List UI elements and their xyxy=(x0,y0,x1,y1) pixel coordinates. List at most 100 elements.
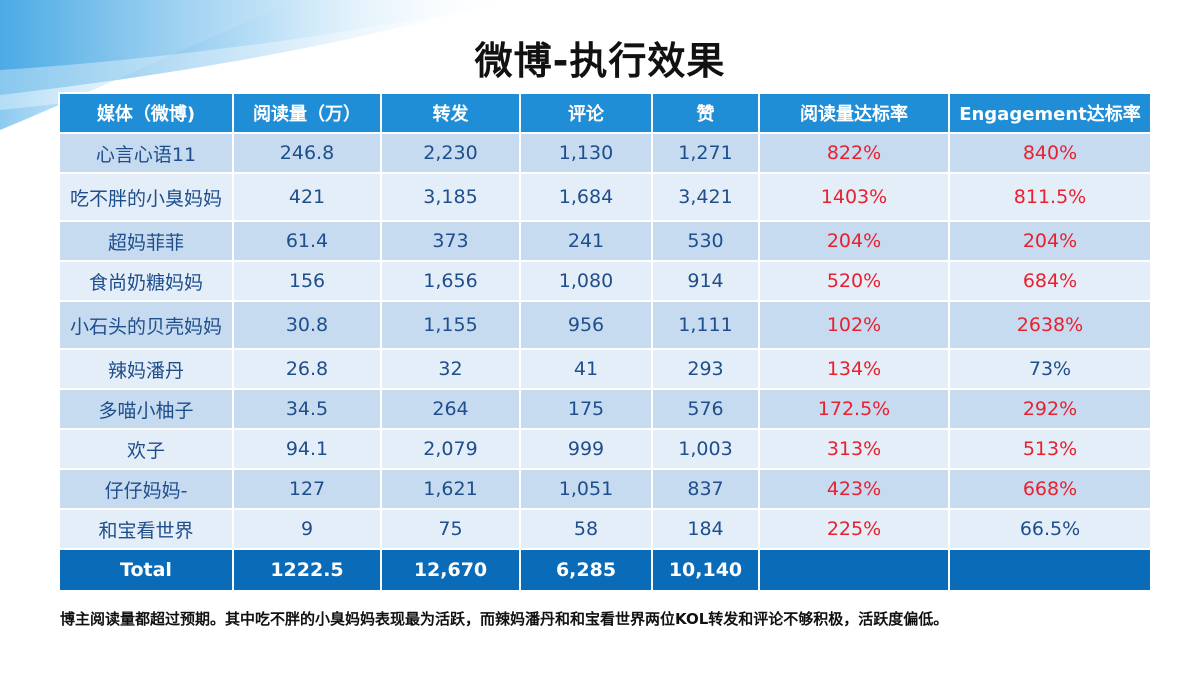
cell-reposts: 1,621 xyxy=(380,468,521,510)
table-row: 辣妈潘丹 26.8 32 41 293 134% 73% xyxy=(58,348,1152,390)
table-row: 超妈菲菲 61.4 373 241 530 204% 204% xyxy=(58,220,1152,262)
cell-likes: 914 xyxy=(651,260,760,302)
cell-reads: 94.1 xyxy=(232,428,382,470)
cell-reads: 127 xyxy=(232,468,382,510)
table-row: 欢子 94.1 2,079 999 1,003 313% 513% xyxy=(58,428,1152,470)
cell-reposts: 32 xyxy=(380,348,521,390)
cell-reposts: 264 xyxy=(380,388,521,430)
cell-media: 食尚奶糖妈妈 xyxy=(58,260,234,302)
cell-reads: 30.8 xyxy=(232,300,382,350)
cell-reposts: 75 xyxy=(380,508,521,550)
cell-comments: 41 xyxy=(519,348,653,390)
cell-media: 多喵小柚子 xyxy=(58,388,234,430)
cell-reposts: 3,185 xyxy=(380,172,521,222)
table-header-row: 媒体（微博) 阅读量（万） 转发 评论 赞 阅读量达标率 Engagement达… xyxy=(58,92,1152,134)
cell-likes: 576 xyxy=(651,388,760,430)
cell-comments: 956 xyxy=(519,300,653,350)
cell-likes: 1,003 xyxy=(651,428,760,470)
cell-likes: 3,421 xyxy=(651,172,760,222)
cell-read-rate: 204% xyxy=(758,220,950,262)
total-comments: 6,285 xyxy=(519,548,653,592)
cell-reposts: 2,079 xyxy=(380,428,521,470)
total-label: Total xyxy=(58,548,234,592)
cell-likes: 184 xyxy=(651,508,760,550)
cell-comments: 1,684 xyxy=(519,172,653,222)
header-likes: 赞 xyxy=(651,92,760,134)
cell-read-rate: 520% xyxy=(758,260,950,302)
cell-reposts: 373 xyxy=(380,220,521,262)
summary-note: 博主阅读量都超过预期。其中吃不胖的小臭妈妈表现最为活跃，而辣妈潘丹和和宝看世界两… xyxy=(60,610,949,628)
cell-media: 欢子 xyxy=(58,428,234,470)
cell-likes: 1,111 xyxy=(651,300,760,350)
cell-reposts: 2,230 xyxy=(380,132,521,174)
header-reposts: 转发 xyxy=(380,92,521,134)
cell-reads: 9 xyxy=(232,508,382,550)
total-engagement-rate xyxy=(948,548,1152,592)
cell-comments: 1,051 xyxy=(519,468,653,510)
cell-read-rate: 822% xyxy=(758,132,950,174)
cell-engagement-rate: 840% xyxy=(948,132,1152,174)
header-reads: 阅读量（万） xyxy=(232,92,382,134)
cell-engagement-rate: 66.5% xyxy=(948,508,1152,550)
total-reads: 1222.5 xyxy=(232,548,382,592)
cell-media: 超妈菲菲 xyxy=(58,220,234,262)
cell-read-rate: 172.5% xyxy=(758,388,950,430)
table-row: 多喵小柚子 34.5 264 175 576 172.5% 292% xyxy=(58,388,1152,430)
header-read-rate: 阅读量达标率 xyxy=(758,92,950,134)
cell-reads: 61.4 xyxy=(232,220,382,262)
cell-engagement-rate: 811.5% xyxy=(948,172,1152,222)
cell-engagement-rate: 204% xyxy=(948,220,1152,262)
cell-read-rate: 313% xyxy=(758,428,950,470)
kol-performance-table: 媒体（微博) 阅读量（万） 转发 评论 赞 阅读量达标率 Engagement达… xyxy=(58,92,1152,592)
cell-reposts: 1,656 xyxy=(380,260,521,302)
table-row: 和宝看世界 9 75 58 184 225% 66.5% xyxy=(58,508,1152,550)
cell-comments: 58 xyxy=(519,508,653,550)
cell-comments: 1,080 xyxy=(519,260,653,302)
cell-read-rate: 102% xyxy=(758,300,950,350)
cell-reads: 246.8 xyxy=(232,132,382,174)
header-comments: 评论 xyxy=(519,92,653,134)
cell-media: 吃不胖的小臭妈妈 xyxy=(58,172,234,222)
cell-engagement-rate: 513% xyxy=(948,428,1152,470)
header-media: 媒体（微博) xyxy=(58,92,234,134)
cell-reads: 156 xyxy=(232,260,382,302)
table-row: 小石头的贝壳妈妈 30.8 1,155 956 1,111 102% 2638% xyxy=(58,300,1152,350)
cell-engagement-rate: 684% xyxy=(948,260,1152,302)
cell-likes: 837 xyxy=(651,468,760,510)
cell-engagement-rate: 2638% xyxy=(948,300,1152,350)
cell-likes: 293 xyxy=(651,348,760,390)
table-row: 吃不胖的小臭妈妈 421 3,185 1,684 3,421 1403% 811… xyxy=(58,172,1152,222)
cell-likes: 1,271 xyxy=(651,132,760,174)
cell-read-rate: 423% xyxy=(758,468,950,510)
cell-reposts: 1,155 xyxy=(380,300,521,350)
table-row: 心言心语11 246.8 2,230 1,130 1,271 822% 840% xyxy=(58,132,1152,174)
total-reposts: 12,670 xyxy=(380,548,521,592)
table-row: 仔仔妈妈- 127 1,621 1,051 837 423% 668% xyxy=(58,468,1152,510)
cell-comments: 999 xyxy=(519,428,653,470)
cell-reads: 34.5 xyxy=(232,388,382,430)
cell-likes: 530 xyxy=(651,220,760,262)
total-row: Total 1222.5 12,670 6,285 10,140 xyxy=(58,548,1152,592)
cell-media: 和宝看世界 xyxy=(58,508,234,550)
cell-comments: 241 xyxy=(519,220,653,262)
cell-media: 小石头的贝壳妈妈 xyxy=(58,300,234,350)
cell-engagement-rate: 292% xyxy=(948,388,1152,430)
cell-engagement-rate: 668% xyxy=(948,468,1152,510)
cell-read-rate: 1403% xyxy=(758,172,950,222)
total-read-rate xyxy=(758,548,950,592)
page-title: 微博-执行效果 xyxy=(474,39,726,83)
cell-media: 心言心语11 xyxy=(58,132,234,174)
total-likes: 10,140 xyxy=(651,548,760,592)
table-row: 食尚奶糖妈妈 156 1,656 1,080 914 520% 684% xyxy=(58,260,1152,302)
cell-engagement-rate: 73% xyxy=(948,348,1152,390)
cell-comments: 175 xyxy=(519,388,653,430)
cell-read-rate: 225% xyxy=(758,508,950,550)
cell-media: 仔仔妈妈- xyxy=(58,468,234,510)
cell-comments: 1,130 xyxy=(519,132,653,174)
header-engagement-rate: Engagement达标率 xyxy=(948,92,1152,134)
cell-media: 辣妈潘丹 xyxy=(58,348,234,390)
cell-read-rate: 134% xyxy=(758,348,950,390)
cell-reads: 421 xyxy=(232,172,382,222)
cell-reads: 26.8 xyxy=(232,348,382,390)
